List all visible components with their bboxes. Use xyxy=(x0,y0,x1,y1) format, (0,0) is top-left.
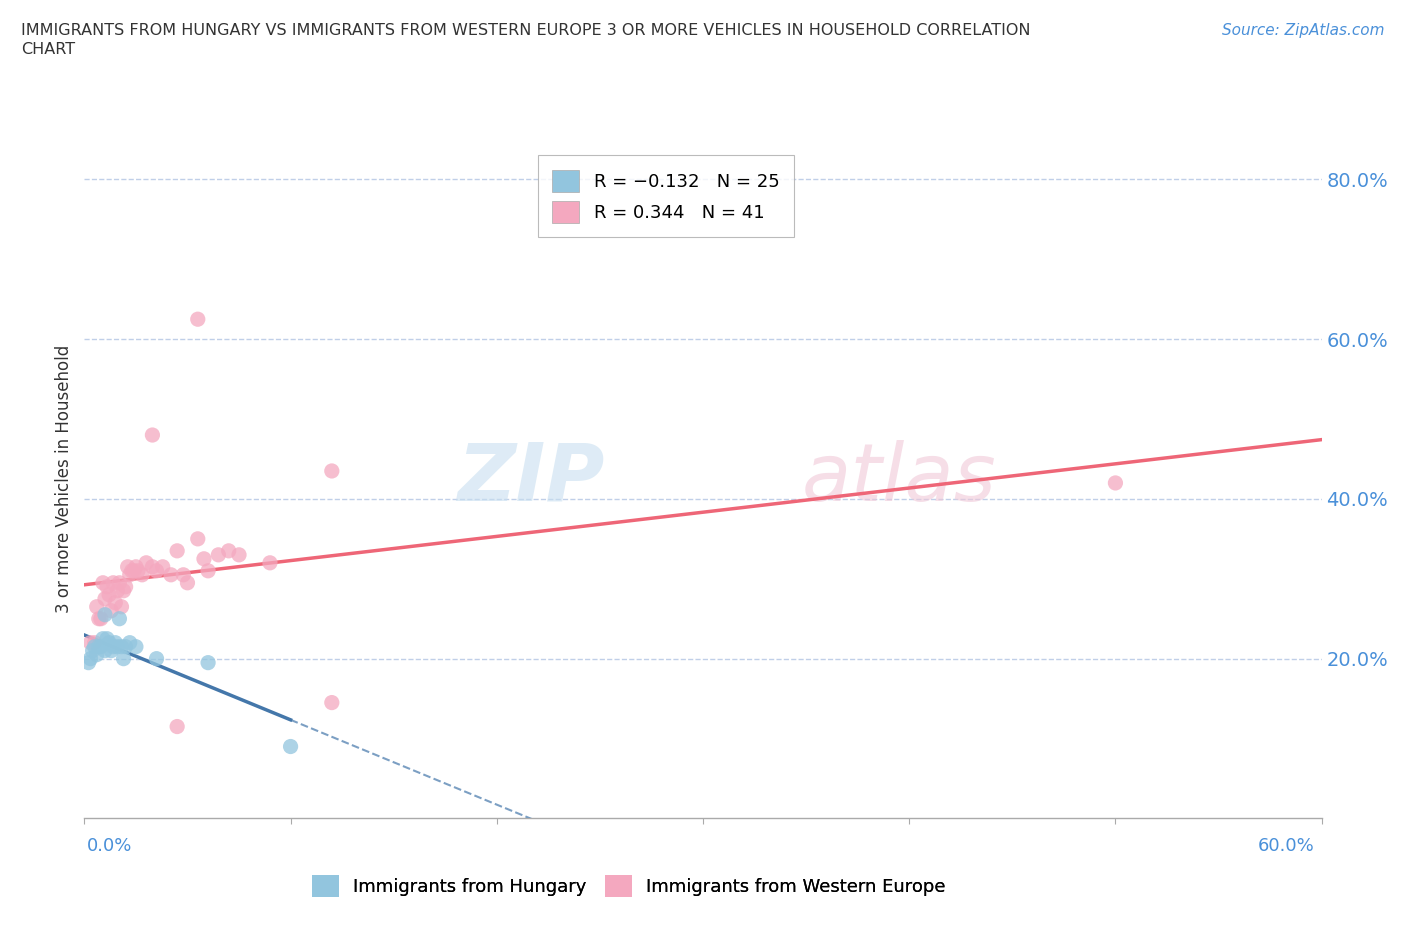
Point xyxy=(280,739,302,754)
Point xyxy=(166,719,188,734)
Point xyxy=(117,559,139,574)
Text: IMMIGRANTS FROM HUNGARY VS IMMIGRANTS FROM WESTERN EUROPE 3 OR MORE VEHICLES IN : IMMIGRANTS FROM HUNGARY VS IMMIGRANTS FR… xyxy=(21,23,1031,38)
Point xyxy=(94,607,117,622)
Point xyxy=(131,567,153,582)
Point xyxy=(176,576,198,591)
Point xyxy=(96,631,118,646)
Point xyxy=(166,543,188,558)
Point xyxy=(118,567,141,582)
Point xyxy=(87,639,110,654)
Point xyxy=(90,611,112,626)
Point xyxy=(79,635,101,650)
Point xyxy=(114,639,136,654)
Point xyxy=(145,651,167,666)
Y-axis label: 3 or more Vehicles in Household: 3 or more Vehicles in Household xyxy=(55,345,73,613)
Point xyxy=(197,656,219,671)
Point xyxy=(104,595,127,610)
Point xyxy=(141,559,163,574)
Text: 60.0%: 60.0% xyxy=(1258,837,1315,855)
Point xyxy=(125,559,148,574)
Point xyxy=(118,635,141,650)
Point xyxy=(83,639,105,654)
Point xyxy=(152,559,174,574)
Point xyxy=(125,639,148,654)
Legend: Immigrants from Hungary, Immigrants from Western Europe: Immigrants from Hungary, Immigrants from… xyxy=(305,868,953,904)
Point xyxy=(98,635,121,650)
Text: 0.0%: 0.0% xyxy=(87,837,132,855)
Point xyxy=(122,564,145,578)
Point xyxy=(110,599,132,614)
Point xyxy=(197,564,219,578)
Point xyxy=(1104,475,1126,490)
Point xyxy=(96,579,118,594)
Point xyxy=(108,576,131,591)
Point xyxy=(321,463,343,478)
Point xyxy=(83,635,105,650)
Point xyxy=(218,543,240,558)
Point xyxy=(100,604,122,618)
Point xyxy=(259,555,281,570)
Point xyxy=(121,564,143,578)
Point xyxy=(100,644,122,658)
Point xyxy=(103,639,125,654)
Point xyxy=(82,644,104,658)
Point xyxy=(94,591,117,606)
Point xyxy=(160,567,183,582)
Point xyxy=(127,564,149,578)
Point xyxy=(105,639,128,654)
Point xyxy=(172,567,194,582)
Text: Source: ZipAtlas.com: Source: ZipAtlas.com xyxy=(1222,23,1385,38)
Point xyxy=(145,564,167,578)
Point xyxy=(135,555,157,570)
Point xyxy=(86,599,108,614)
Point xyxy=(228,548,250,563)
Point xyxy=(104,635,127,650)
Point xyxy=(112,651,135,666)
Point xyxy=(141,428,163,443)
Point xyxy=(87,611,110,626)
Text: atlas: atlas xyxy=(801,440,997,518)
Point xyxy=(94,644,117,658)
Point xyxy=(79,651,101,666)
Point xyxy=(321,695,343,710)
Point xyxy=(114,579,136,594)
Text: ZIP: ZIP xyxy=(457,440,605,518)
Point xyxy=(110,639,132,654)
Point xyxy=(193,551,215,566)
Point xyxy=(77,656,100,671)
Point xyxy=(207,548,229,563)
Text: CHART: CHART xyxy=(21,42,75,57)
Point xyxy=(98,588,121,603)
Point xyxy=(105,583,128,598)
Point xyxy=(90,639,112,654)
Point xyxy=(187,531,209,546)
Point xyxy=(91,631,114,646)
Point xyxy=(112,583,135,598)
Point xyxy=(91,576,114,591)
Point xyxy=(187,312,209,326)
Point xyxy=(86,647,108,662)
Point xyxy=(108,611,131,626)
Point xyxy=(103,576,125,591)
